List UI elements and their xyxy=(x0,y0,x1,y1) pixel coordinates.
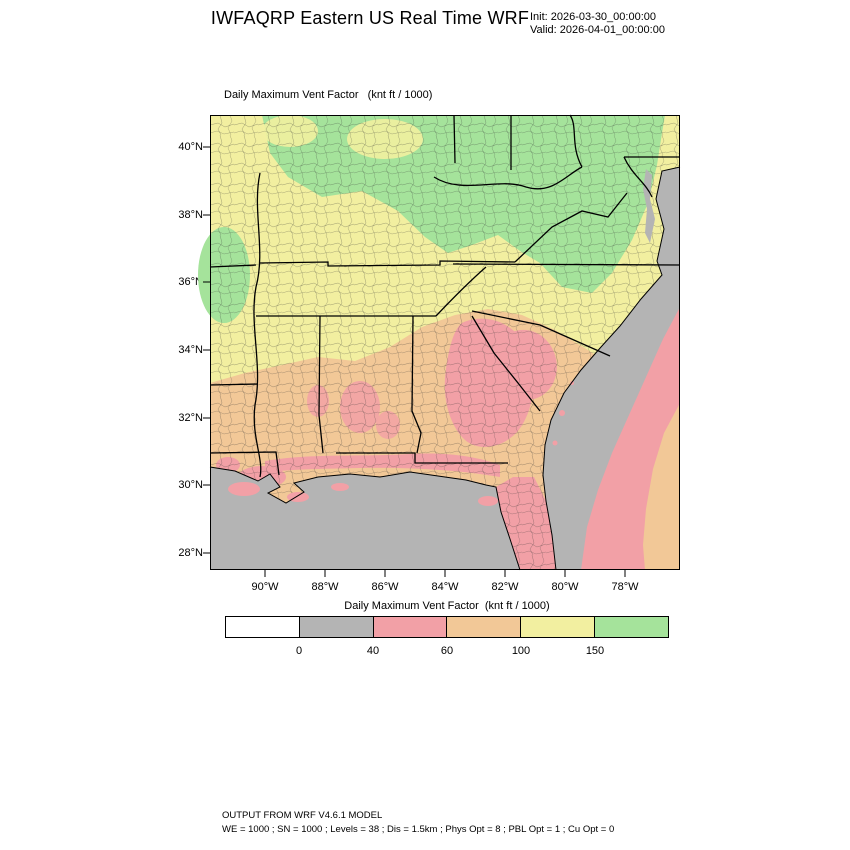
x-axis-tick-label: 86°W xyxy=(371,581,399,593)
valid-time: Valid: 2026-04-01_00:00:00 xyxy=(530,24,665,36)
colorbar-label: Daily Maximum Vent Factor (knt ft / 1000… xyxy=(344,600,550,612)
x-axis-tick-label: 82°W xyxy=(491,581,519,593)
footer-model-line: OUTPUT FROM WRF V4.6.1 MODEL xyxy=(222,810,383,821)
colorbar-tick-label: 60 xyxy=(440,645,454,657)
colorbar-tick-label: 100 xyxy=(511,645,531,657)
coastline xyxy=(209,166,681,571)
x-axis-tick-label: 80°W xyxy=(551,581,579,593)
footer-params-line: WE = 1000 ; SN = 1000 ; Levels = 38 ; Di… xyxy=(222,824,615,835)
y-axis-tick-label: 28°N xyxy=(178,547,203,559)
colorbar-segment xyxy=(594,617,668,637)
y-axis-tick-label: 32°N xyxy=(178,412,203,424)
vent-factor-map xyxy=(198,114,681,577)
x-axis-tick-label: 78°W xyxy=(611,581,639,593)
colorbar-tick-label: 0 xyxy=(295,645,303,657)
colorbar-tick-label: 40 xyxy=(366,645,380,657)
y-axis-tick-label: 30°N xyxy=(178,479,203,491)
state-borders xyxy=(209,114,681,478)
x-axis-tick-label: 88°W xyxy=(311,581,339,593)
colorbar xyxy=(225,616,669,638)
colorbar-segment xyxy=(520,617,595,637)
map-plot xyxy=(198,114,681,577)
y-axis-tick-label: 40°N xyxy=(178,141,203,153)
map-subtitle: Daily Maximum Vent Factor (knt ft / 1000… xyxy=(224,89,433,101)
y-axis-tick-label: 38°N xyxy=(178,209,203,221)
axis-ticks xyxy=(203,146,626,577)
colorbar-segment xyxy=(298,617,373,637)
plot-frame xyxy=(203,115,680,577)
colorbar-tick-label: 150 xyxy=(585,645,605,657)
y-axis-tick-label: 34°N xyxy=(178,344,203,356)
colorbar-segment xyxy=(372,617,447,637)
x-axis-tick-label: 84°W xyxy=(431,581,459,593)
page-title: IWFAQRP Eastern US Real Time WRF xyxy=(210,8,530,28)
colorbar-segment xyxy=(226,617,299,637)
ocean-fill-pink xyxy=(228,307,680,570)
init-time: Init: 2026-03-30_00:00:00 xyxy=(530,11,656,23)
run-times: Init: 2026-03-30_00:00:00 Valid: 2026-04… xyxy=(530,11,665,37)
colorbar-segment xyxy=(446,617,521,637)
x-axis-tick-label: 90°W xyxy=(251,581,279,593)
y-axis-tick-label: 36°N xyxy=(178,276,203,288)
